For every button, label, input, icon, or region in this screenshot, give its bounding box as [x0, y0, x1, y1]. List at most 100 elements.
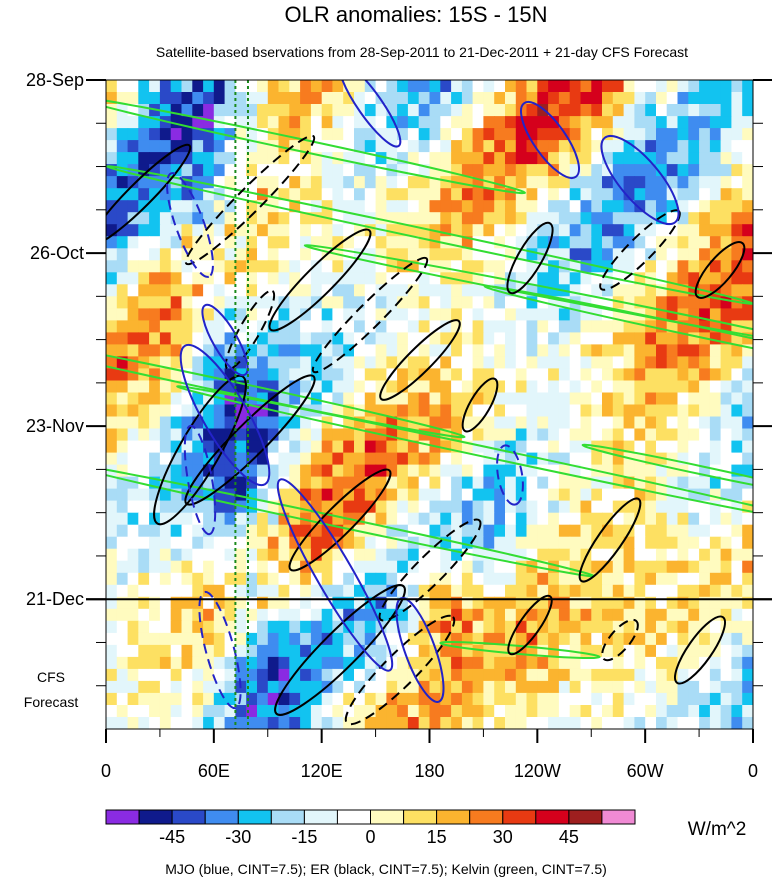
heat-cell — [278, 668, 290, 682]
heat-cell — [397, 476, 409, 490]
heat-cell — [580, 608, 592, 622]
heat-cell — [127, 452, 139, 466]
heat-cell — [720, 308, 732, 321]
heat-cell — [246, 92, 258, 105]
heat-cell — [116, 536, 129, 550]
heat-cell — [181, 104, 193, 117]
heat-cell — [257, 548, 269, 562]
heat-cell — [159, 717, 172, 729]
heat-cell — [429, 476, 441, 490]
heat-cell — [321, 464, 334, 478]
heat-cell — [343, 428, 355, 442]
heat-cell — [375, 356, 387, 369]
heat-cell — [192, 260, 204, 273]
heat-cell — [310, 536, 323, 550]
heat-cell — [289, 116, 301, 129]
heat-cell — [537, 272, 549, 285]
heat-cell — [731, 344, 743, 357]
heat-cell — [321, 392, 334, 406]
heat-cell — [483, 692, 495, 706]
heat-cell — [558, 476, 571, 490]
heat-cell — [558, 272, 571, 285]
heat-cell — [515, 500, 528, 514]
heat-cell — [537, 380, 549, 394]
heat-cell — [494, 152, 506, 165]
heat-cell — [321, 140, 334, 153]
heat-cell — [483, 548, 495, 562]
heat-cell — [548, 705, 560, 718]
heat-cell — [515, 536, 528, 550]
heat-cell — [138, 176, 150, 189]
heat-cell — [505, 717, 517, 729]
heat-cell — [300, 236, 312, 249]
heat-cell — [278, 632, 290, 646]
heat-cell — [623, 116, 635, 129]
heat-cell — [623, 152, 635, 165]
heat-cell — [203, 548, 215, 562]
heat-cell — [677, 188, 689, 201]
heat-cell — [709, 584, 722, 598]
heat-cell — [267, 152, 280, 165]
heat-cell — [580, 356, 592, 369]
heat-cell — [278, 500, 290, 514]
heat-cell — [505, 92, 517, 105]
heat-cell — [106, 224, 118, 237]
heat-cell — [666, 644, 679, 658]
heat-cell — [138, 524, 150, 538]
heat-cell — [461, 608, 474, 622]
heat-cell — [397, 596, 409, 610]
heat-cell — [354, 380, 366, 394]
heat-cell — [429, 368, 441, 381]
heat-cell — [720, 416, 732, 430]
heat-cell — [483, 656, 495, 670]
heat-cell — [278, 656, 290, 670]
heat-cell — [677, 428, 689, 442]
heat-cell — [203, 116, 215, 129]
heat-cell — [699, 536, 711, 550]
heat-cell — [580, 632, 592, 646]
heat-cell — [310, 104, 323, 117]
heat-cell — [278, 284, 290, 297]
heat-cell — [181, 356, 193, 369]
heat-cell — [505, 80, 517, 93]
heat-cell — [623, 356, 635, 369]
heat-cell — [246, 332, 258, 345]
heat-cell — [440, 116, 452, 129]
heat-cell — [537, 80, 549, 93]
heat-cell — [364, 452, 377, 466]
heat-cell — [375, 380, 387, 394]
heat-cell — [612, 116, 625, 129]
heat-cell — [645, 248, 657, 261]
heat-cell — [656, 392, 668, 406]
heat-cell — [483, 116, 495, 129]
heat-cell — [602, 548, 614, 562]
heat-cell — [526, 128, 538, 141]
heat-cell — [612, 440, 625, 454]
heat-cell — [451, 620, 463, 634]
heat-cell — [440, 176, 452, 189]
heat-cell — [289, 440, 301, 454]
heat-cell — [235, 332, 247, 345]
heat-cell — [267, 512, 280, 526]
heat-cell — [709, 608, 722, 622]
heat-cell — [257, 224, 269, 237]
heat-cell — [677, 476, 689, 490]
heat-cell — [354, 705, 366, 718]
heat-cell — [278, 512, 290, 526]
heat-cell — [472, 80, 484, 93]
heat-cell — [688, 428, 700, 442]
heat-cell — [364, 717, 377, 729]
heat-cell — [300, 260, 312, 273]
heat-cell — [310, 368, 323, 381]
heat-cell — [451, 320, 463, 333]
heat-cell — [386, 536, 398, 550]
heat-cell — [526, 680, 538, 694]
heat-cell — [397, 152, 409, 165]
heat-cell — [332, 380, 344, 394]
heat-cell — [397, 620, 409, 634]
heat-cell — [569, 464, 582, 478]
heat-cell — [623, 236, 635, 249]
heat-cell — [591, 164, 603, 177]
heat-cell — [386, 488, 398, 502]
heat-cell — [731, 680, 743, 694]
